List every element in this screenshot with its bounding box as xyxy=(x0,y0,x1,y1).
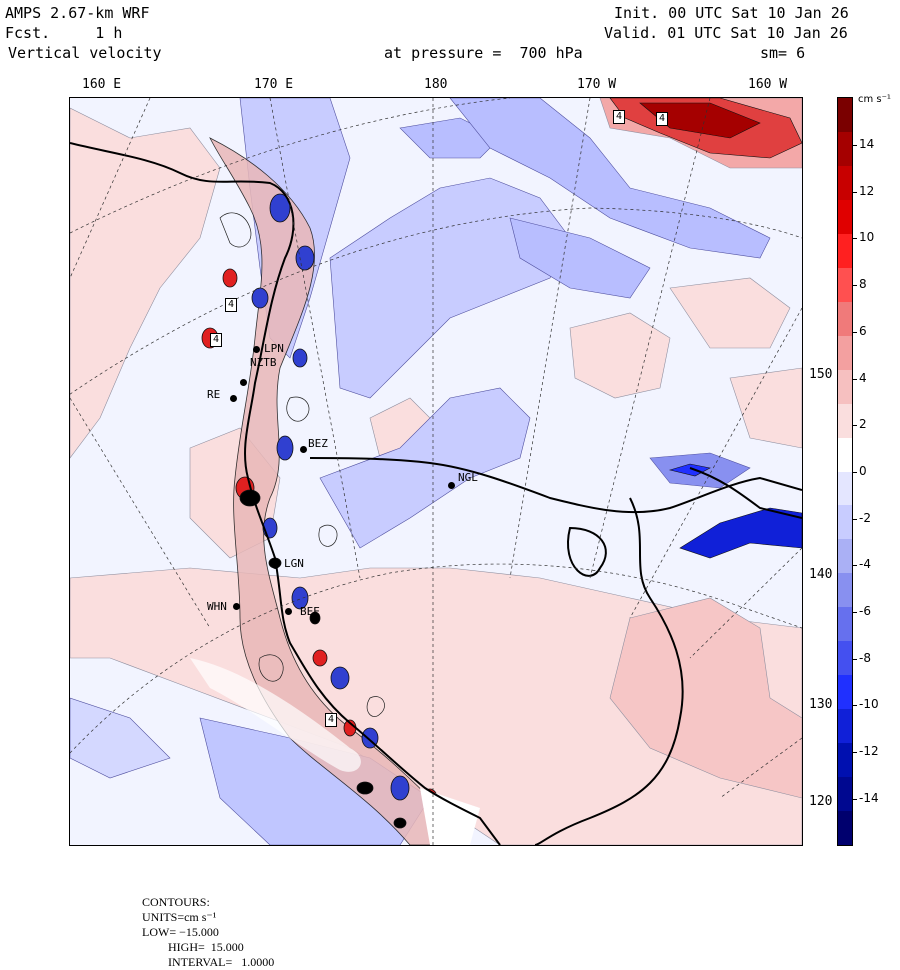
colorbar-tick-label: -2 xyxy=(859,510,871,525)
contour-marker: 4 xyxy=(225,298,237,312)
contour-marker: 4 xyxy=(325,713,337,727)
colorbar-tick-label: 8 xyxy=(859,277,867,292)
colorbar-tick-mark xyxy=(852,425,857,427)
colorbar-segment xyxy=(838,301,852,337)
lon-label-170e: 170 E xyxy=(254,77,294,92)
colorbar-tick-label: -8 xyxy=(859,650,871,665)
pressure-level: at pressure = 700 hPa xyxy=(384,44,583,62)
colorbar-tick-mark xyxy=(852,238,857,240)
station-dot-re xyxy=(230,395,237,402)
colorbar-segment xyxy=(838,743,852,778)
contour-marker: 4 xyxy=(613,110,625,124)
colorbar-tick-label: 6 xyxy=(859,323,867,338)
colorbar-tick-mark xyxy=(852,518,857,520)
colorbar-unit: cm s⁻¹ xyxy=(858,94,891,105)
colorbar-segment xyxy=(838,539,852,574)
colorbar-tick-mark xyxy=(852,612,857,613)
colorbar-segment xyxy=(838,505,852,540)
contour-marker: 4 xyxy=(656,112,668,126)
colorbar-segment xyxy=(838,471,852,506)
init-time: Init. 00 UTC Sat 10 Jan 26 xyxy=(614,4,849,22)
colorbar-segment xyxy=(838,199,852,235)
colorbar-tick-mark xyxy=(852,705,857,707)
colorbar xyxy=(837,97,853,846)
station-dot-nztb xyxy=(240,379,247,386)
colorbar-tick-label: 2 xyxy=(859,417,867,432)
colorbar-segment xyxy=(838,267,852,303)
station-dot-bez xyxy=(300,446,307,453)
colorbar-segment xyxy=(838,165,852,201)
colorbar-tick-mark xyxy=(852,752,857,754)
station-label-bee: BEE xyxy=(300,605,320,618)
graticule xyxy=(70,98,802,845)
station-dot-lgn xyxy=(272,562,279,569)
colorbar-tick-label: 10 xyxy=(859,230,875,245)
colorbar-segment xyxy=(838,573,852,608)
contour-marker: 4 xyxy=(210,333,222,347)
valid-time: Valid. 01 UTC Sat 10 Jan 26 xyxy=(604,24,848,42)
colorbar-segment xyxy=(838,98,852,133)
station-label-lpn: LPN xyxy=(264,342,284,355)
colorbar-tick-mark xyxy=(852,191,857,193)
colorbar-tick-label: 12 xyxy=(859,183,875,198)
colorbar-segment xyxy=(838,709,852,744)
colorbar-tick-mark xyxy=(852,565,857,567)
forecast-hour: Fcst. 1 h xyxy=(5,24,123,42)
units-label: UNITS=cm s⁻¹ xyxy=(142,910,217,924)
contours-label: CONTOURS: xyxy=(142,895,210,909)
colorbar-tick-mark xyxy=(852,658,857,660)
colorbar-tick-mark xyxy=(852,471,857,473)
colorbar-segment xyxy=(838,811,852,846)
colorbar-tick-label: -12 xyxy=(859,744,879,759)
colorbar-segment xyxy=(838,403,852,439)
station-label-whn: WHN xyxy=(207,600,227,613)
station-dot-whn xyxy=(233,603,240,610)
coastline xyxy=(70,142,802,845)
station-label-re: RE xyxy=(207,388,221,401)
vertical-velocity-field xyxy=(70,98,802,845)
lon-label-180: 180 xyxy=(424,77,448,92)
colorbar-tick-mark xyxy=(852,285,857,287)
colorbar-tick-mark xyxy=(852,798,857,800)
station-label-lgn: LGN xyxy=(284,557,304,570)
colorbar-segment xyxy=(838,233,852,269)
colorbar-segment xyxy=(838,369,852,405)
colorbar-tick-mark xyxy=(852,378,857,380)
contour-info: CONTOURS: UNITS=cm s⁻¹ LOW= −15.000 HIGH… xyxy=(136,880,274,970)
colorbar-tick-mark xyxy=(852,145,857,146)
colorbar-tick-label: 0 xyxy=(859,463,867,478)
colorbar-tick-label: 14 xyxy=(859,137,875,151)
station-dot-lpn xyxy=(253,346,260,353)
ice-gap xyxy=(190,658,480,845)
station-dot-bee xyxy=(285,608,292,615)
colorbar-segment xyxy=(838,641,852,676)
colorbar-segment xyxy=(838,607,852,642)
colorbar-tick-label: -14 xyxy=(859,790,879,805)
colorbar-segment xyxy=(838,437,852,472)
station-label-ngl: NGL xyxy=(458,471,478,484)
colorbar-tick-mark xyxy=(852,331,857,333)
colorbar-tick-label: 4 xyxy=(859,370,867,385)
lon-label-170w: 170 W xyxy=(577,77,617,92)
colorbar-segment xyxy=(838,675,852,710)
colorbar-tick-label: -6 xyxy=(859,604,871,618)
model-title: AMPS 2.67-km WRF xyxy=(5,4,150,22)
colorbar-segment xyxy=(838,131,852,167)
interval-value: INTERVAL= 1.0000 xyxy=(168,955,275,969)
station-label-nztb: NZTB xyxy=(250,356,277,369)
station-label-bez: BEZ xyxy=(308,437,328,450)
low-value: LOW= −15.000 xyxy=(142,925,219,939)
high-value: HIGH= 15.000 xyxy=(168,940,244,954)
lon-label-160w: 160 W xyxy=(748,77,788,92)
colorbar-segment xyxy=(838,335,852,371)
lon-label-160e: 160 E xyxy=(82,77,122,92)
colorbar-segment xyxy=(838,777,852,812)
field-name: Vertical velocity xyxy=(8,44,162,62)
smoothing-label: sm= 6 xyxy=(760,44,806,62)
map-panel: NZTB LPN NGL WHN BEE LGN RE BEZ 4 4 4 4 … xyxy=(69,97,803,846)
colorbar-tick-label: -4 xyxy=(859,557,871,572)
colorbar-tick-label: -10 xyxy=(859,697,879,712)
station-dot-ngl xyxy=(448,482,455,489)
